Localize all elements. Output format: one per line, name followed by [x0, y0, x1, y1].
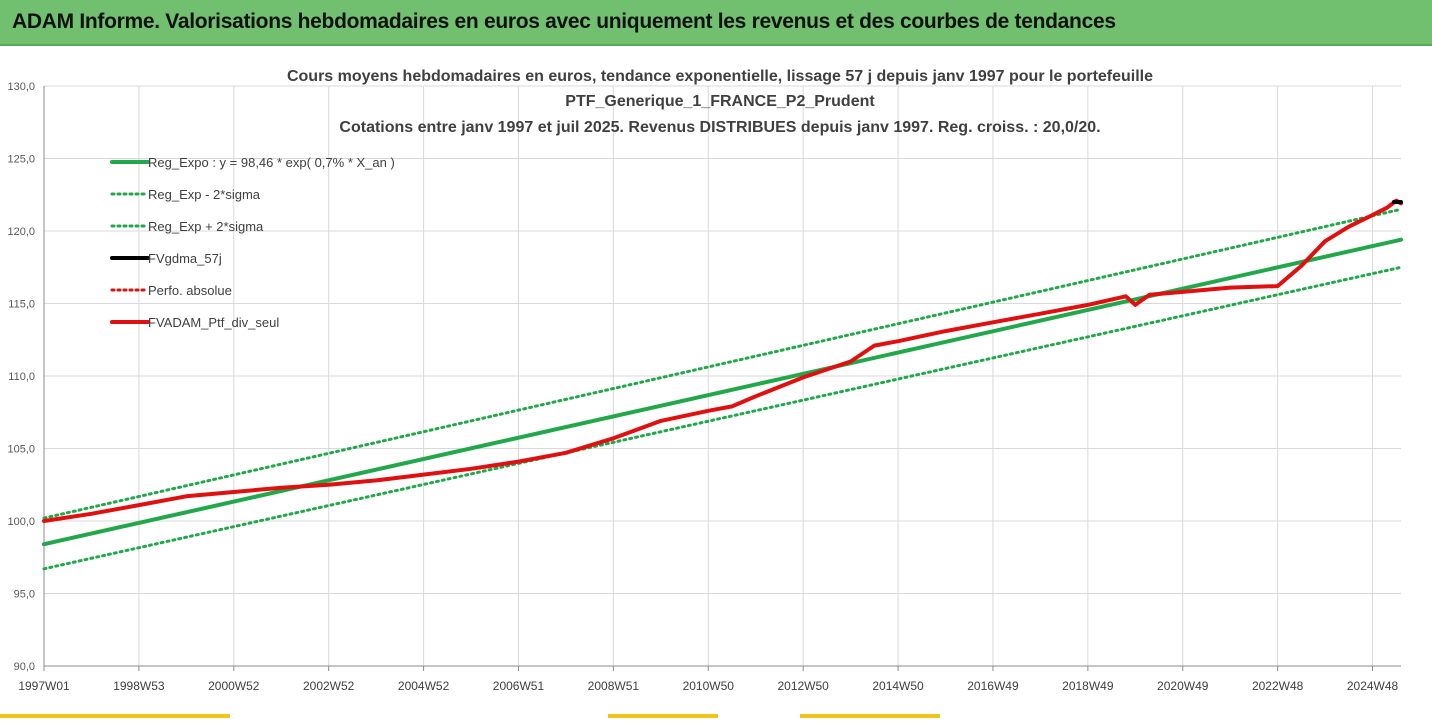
series-line-0 — [42, 237, 1403, 547]
grid-lines — [43, 85, 1401, 667]
x-tick-label: 2012W50 — [777, 679, 829, 693]
chart-title-line: PTF_Generique_1_FRANCE_P2_Prudent — [565, 93, 875, 110]
x-tick-label: 2006W51 — [493, 679, 545, 693]
accent-bar-mid — [608, 714, 718, 718]
accent-bar-left — [0, 714, 230, 718]
line-chart: 90,0 95,0 100,0 105,0 110,0 115,0 120,0 125,0 13… — [7, 68, 1403, 693]
legend-label: Reg_Exp - 2*sigma — [148, 187, 261, 202]
x-tick-label: 2010W50 — [683, 679, 735, 693]
y-tick-label: 120,0 — [7, 226, 35, 238]
series-line-3 — [42, 198, 1403, 523]
x-tick-label: 2000W52 — [208, 679, 260, 693]
x-tick-label: 1998W53 — [113, 679, 165, 693]
x-tick-label: 2008W51 — [588, 679, 640, 693]
y-tick-label: 130,0 — [7, 81, 35, 93]
axes: 90,0 95,0 100,0 105,0 110,0 115,0 120,0 125,0 13… — [7, 81, 1401, 693]
x-tick-label: 2002W52 — [303, 679, 355, 693]
x-tick-label: 2020W49 — [1157, 679, 1209, 693]
report-title: ADAM Informe. Valorisations hebdomadaire… — [12, 10, 1116, 33]
series-line-2 — [42, 207, 1403, 520]
y-tick-label: 90,0 — [14, 661, 35, 673]
series-lines — [42, 198, 1403, 571]
y-tick-label: 105,0 — [7, 444, 35, 456]
legend: Reg_Expo : y = 98,46 * exp( 0,7% * X_an … — [110, 155, 395, 330]
legend-label: Reg_Expo : y = 98,46 * exp( 0,7% * X_an … — [148, 155, 395, 170]
legend-label: FVgdma_57j — [148, 251, 222, 266]
x-tick-label: 2016W49 — [967, 679, 1019, 693]
legend-label: Perfo. absolue — [148, 283, 232, 298]
series-line-1 — [42, 265, 1403, 571]
x-tick-label: 2022W48 — [1252, 679, 1304, 693]
chart-title: Cours moyens hebdomadaires en euros, ten… — [287, 68, 1153, 136]
y-tick-label: 125,0 — [7, 154, 35, 166]
report-banner: ADAM Informe. Valorisations hebdomadaire… — [0, 0, 1432, 46]
chart-title-line: Cotations entre janv 1997 et juil 2025. … — [339, 119, 1100, 136]
legend-label: FVADAM_Ptf_div_seul — [148, 315, 279, 330]
accent-bar-right — [800, 714, 940, 718]
legend-label: Reg_Exp + 2*sigma — [148, 219, 264, 234]
chart-area: 90,0 95,0 100,0 105,0 110,0 115,0 120,0 125,0 13… — [0, 46, 1432, 718]
x-tick-label: 1997W01 — [18, 679, 70, 693]
x-tick-label: 2018W49 — [1062, 679, 1114, 693]
y-tick-label: 110,0 — [8, 371, 35, 383]
y-tick-label: 115,0 — [8, 299, 35, 311]
chart-title-line: Cours moyens hebdomadaires en euros, ten… — [287, 68, 1153, 85]
x-tick-label: 2014W50 — [872, 679, 924, 693]
x-tick-label: 2004W52 — [398, 679, 450, 693]
x-tick-label: 2024W48 — [1347, 679, 1399, 693]
y-tick-label: 95,0 — [14, 589, 35, 601]
y-tick-label: 100,0 — [7, 516, 35, 528]
